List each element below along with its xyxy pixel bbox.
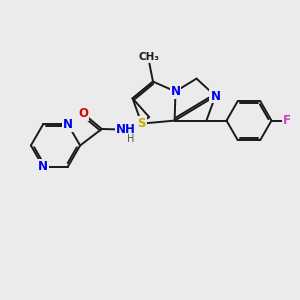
Text: H: H bbox=[127, 134, 134, 144]
Text: N: N bbox=[63, 118, 73, 131]
Text: N: N bbox=[38, 160, 48, 173]
Text: NH: NH bbox=[116, 123, 136, 136]
Text: O: O bbox=[78, 107, 88, 120]
Text: N: N bbox=[210, 89, 220, 103]
Text: CH₃: CH₃ bbox=[139, 52, 160, 62]
Text: N: N bbox=[170, 85, 181, 98]
Text: S: S bbox=[137, 117, 146, 130]
Text: F: F bbox=[283, 114, 290, 127]
